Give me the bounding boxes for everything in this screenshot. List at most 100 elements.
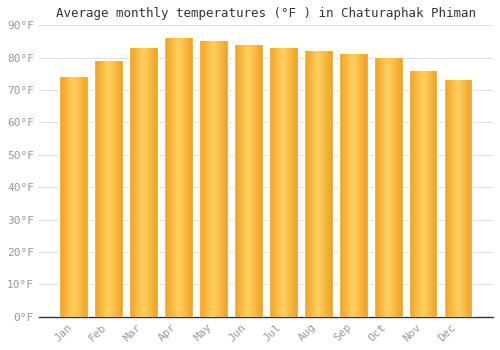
Bar (463, 80, 464, 317)
Bar (222, 41, 223, 317)
Bar (340, 55, 341, 317)
Bar (308, 51, 309, 317)
Bar (118, 61, 120, 317)
Bar (352, 55, 354, 317)
Bar (311, 51, 312, 317)
Bar (116, 61, 117, 317)
Bar (217, 41, 218, 317)
Bar (348, 55, 349, 317)
Bar (280, 48, 281, 317)
Bar (106, 61, 108, 317)
Bar (432, 71, 433, 317)
Bar (170, 38, 172, 317)
Bar (120, 61, 121, 317)
Bar (95, 61, 96, 317)
Bar (177, 38, 178, 317)
Bar (208, 41, 209, 317)
Bar (96, 61, 98, 317)
Bar (288, 48, 289, 317)
Bar (226, 41, 227, 317)
Bar (331, 51, 332, 317)
Bar (143, 48, 144, 317)
Bar (199, 41, 200, 317)
Bar (290, 48, 292, 317)
Bar (429, 71, 430, 317)
Bar (386, 58, 387, 317)
Bar (73, 77, 74, 317)
Bar (460, 80, 461, 317)
Bar (388, 58, 389, 317)
Bar (227, 41, 228, 317)
Bar (247, 45, 248, 317)
Bar (100, 61, 101, 317)
Bar (453, 80, 454, 317)
Bar (69, 77, 70, 317)
Title: Average monthly temperatures (°F ) in Chaturaphak Phiman: Average monthly temperatures (°F ) in Ch… (56, 7, 476, 20)
Bar (285, 48, 286, 317)
Bar (240, 45, 242, 317)
Bar (342, 55, 343, 317)
Bar (422, 71, 423, 317)
Bar (165, 38, 166, 317)
Bar (168, 38, 170, 317)
Bar (78, 77, 79, 317)
Bar (274, 48, 275, 317)
Bar (387, 58, 388, 317)
Bar (312, 51, 314, 317)
Bar (450, 80, 451, 317)
Bar (63, 77, 64, 317)
Bar (212, 41, 213, 317)
Bar (72, 77, 73, 317)
Bar (156, 48, 158, 317)
Bar (445, 80, 446, 317)
Bar (454, 80, 455, 317)
Bar (378, 58, 379, 317)
Bar (426, 71, 428, 317)
Bar (381, 58, 382, 317)
Bar (148, 48, 150, 317)
Bar (144, 48, 145, 317)
Bar (110, 61, 111, 317)
Bar (225, 41, 226, 317)
Bar (359, 55, 360, 317)
Bar (459, 80, 460, 317)
Bar (142, 48, 143, 317)
Bar (272, 48, 274, 317)
Bar (210, 41, 212, 317)
Bar (235, 45, 236, 317)
Bar (341, 55, 342, 317)
Bar (70, 77, 71, 317)
Bar (361, 55, 362, 317)
Bar (174, 38, 175, 317)
Bar (270, 48, 271, 317)
Bar (458, 80, 459, 317)
Bar (364, 55, 366, 317)
Bar (85, 77, 86, 317)
Bar (152, 48, 153, 317)
Bar (71, 77, 72, 317)
Bar (242, 45, 244, 317)
Bar (98, 61, 100, 317)
Bar (204, 41, 205, 317)
Bar (206, 41, 207, 317)
Bar (147, 48, 148, 317)
Bar (185, 38, 186, 317)
Bar (324, 51, 325, 317)
Bar (419, 71, 420, 317)
Bar (101, 61, 102, 317)
Bar (258, 45, 259, 317)
Bar (446, 80, 448, 317)
Bar (343, 55, 344, 317)
Bar (423, 71, 424, 317)
Bar (292, 48, 294, 317)
Bar (236, 45, 237, 317)
Bar (351, 55, 352, 317)
Bar (66, 77, 68, 317)
Bar (68, 77, 69, 317)
Bar (321, 51, 322, 317)
Bar (175, 38, 176, 317)
Bar (318, 51, 319, 317)
Bar (184, 38, 185, 317)
Bar (328, 51, 329, 317)
Bar (121, 61, 122, 317)
